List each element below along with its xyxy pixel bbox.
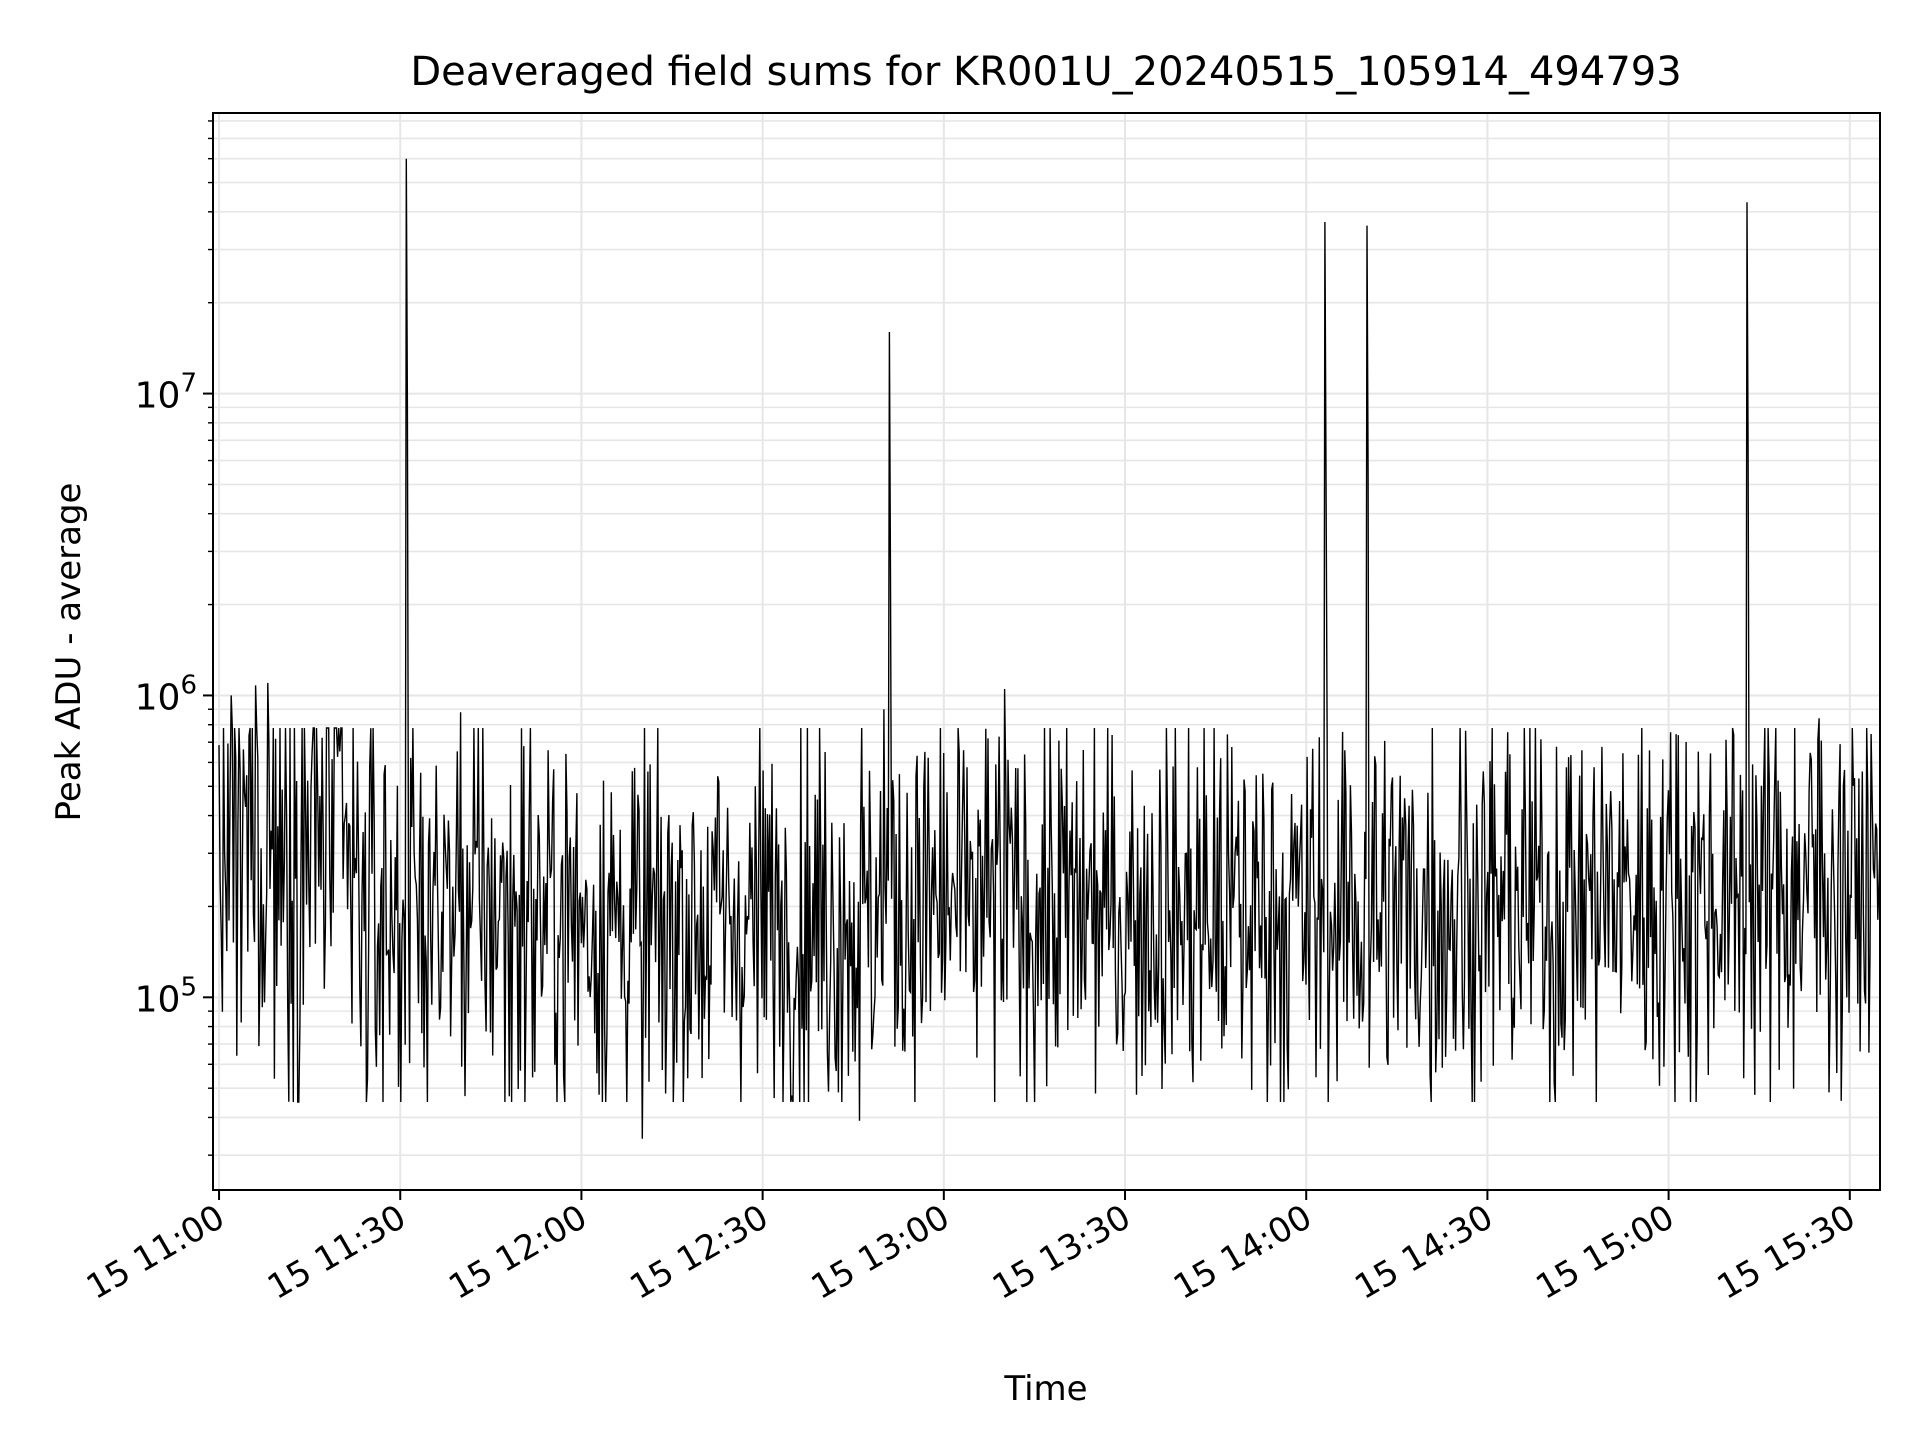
y-tick-label: 106 (135, 670, 197, 718)
x-axis-label: Time (1003, 1369, 1087, 1409)
y-tick-label: 107 (135, 369, 197, 417)
y-tick-label: 105 (135, 972, 197, 1020)
series-line (218, 158, 1881, 1139)
plot-frame (212, 112, 1881, 1191)
plot-area (218, 158, 1881, 1139)
chart-title: Deaveraged field sums for KR001U_2024051… (410, 49, 1681, 95)
y-axis-label: Peak ADU - average (49, 483, 89, 822)
